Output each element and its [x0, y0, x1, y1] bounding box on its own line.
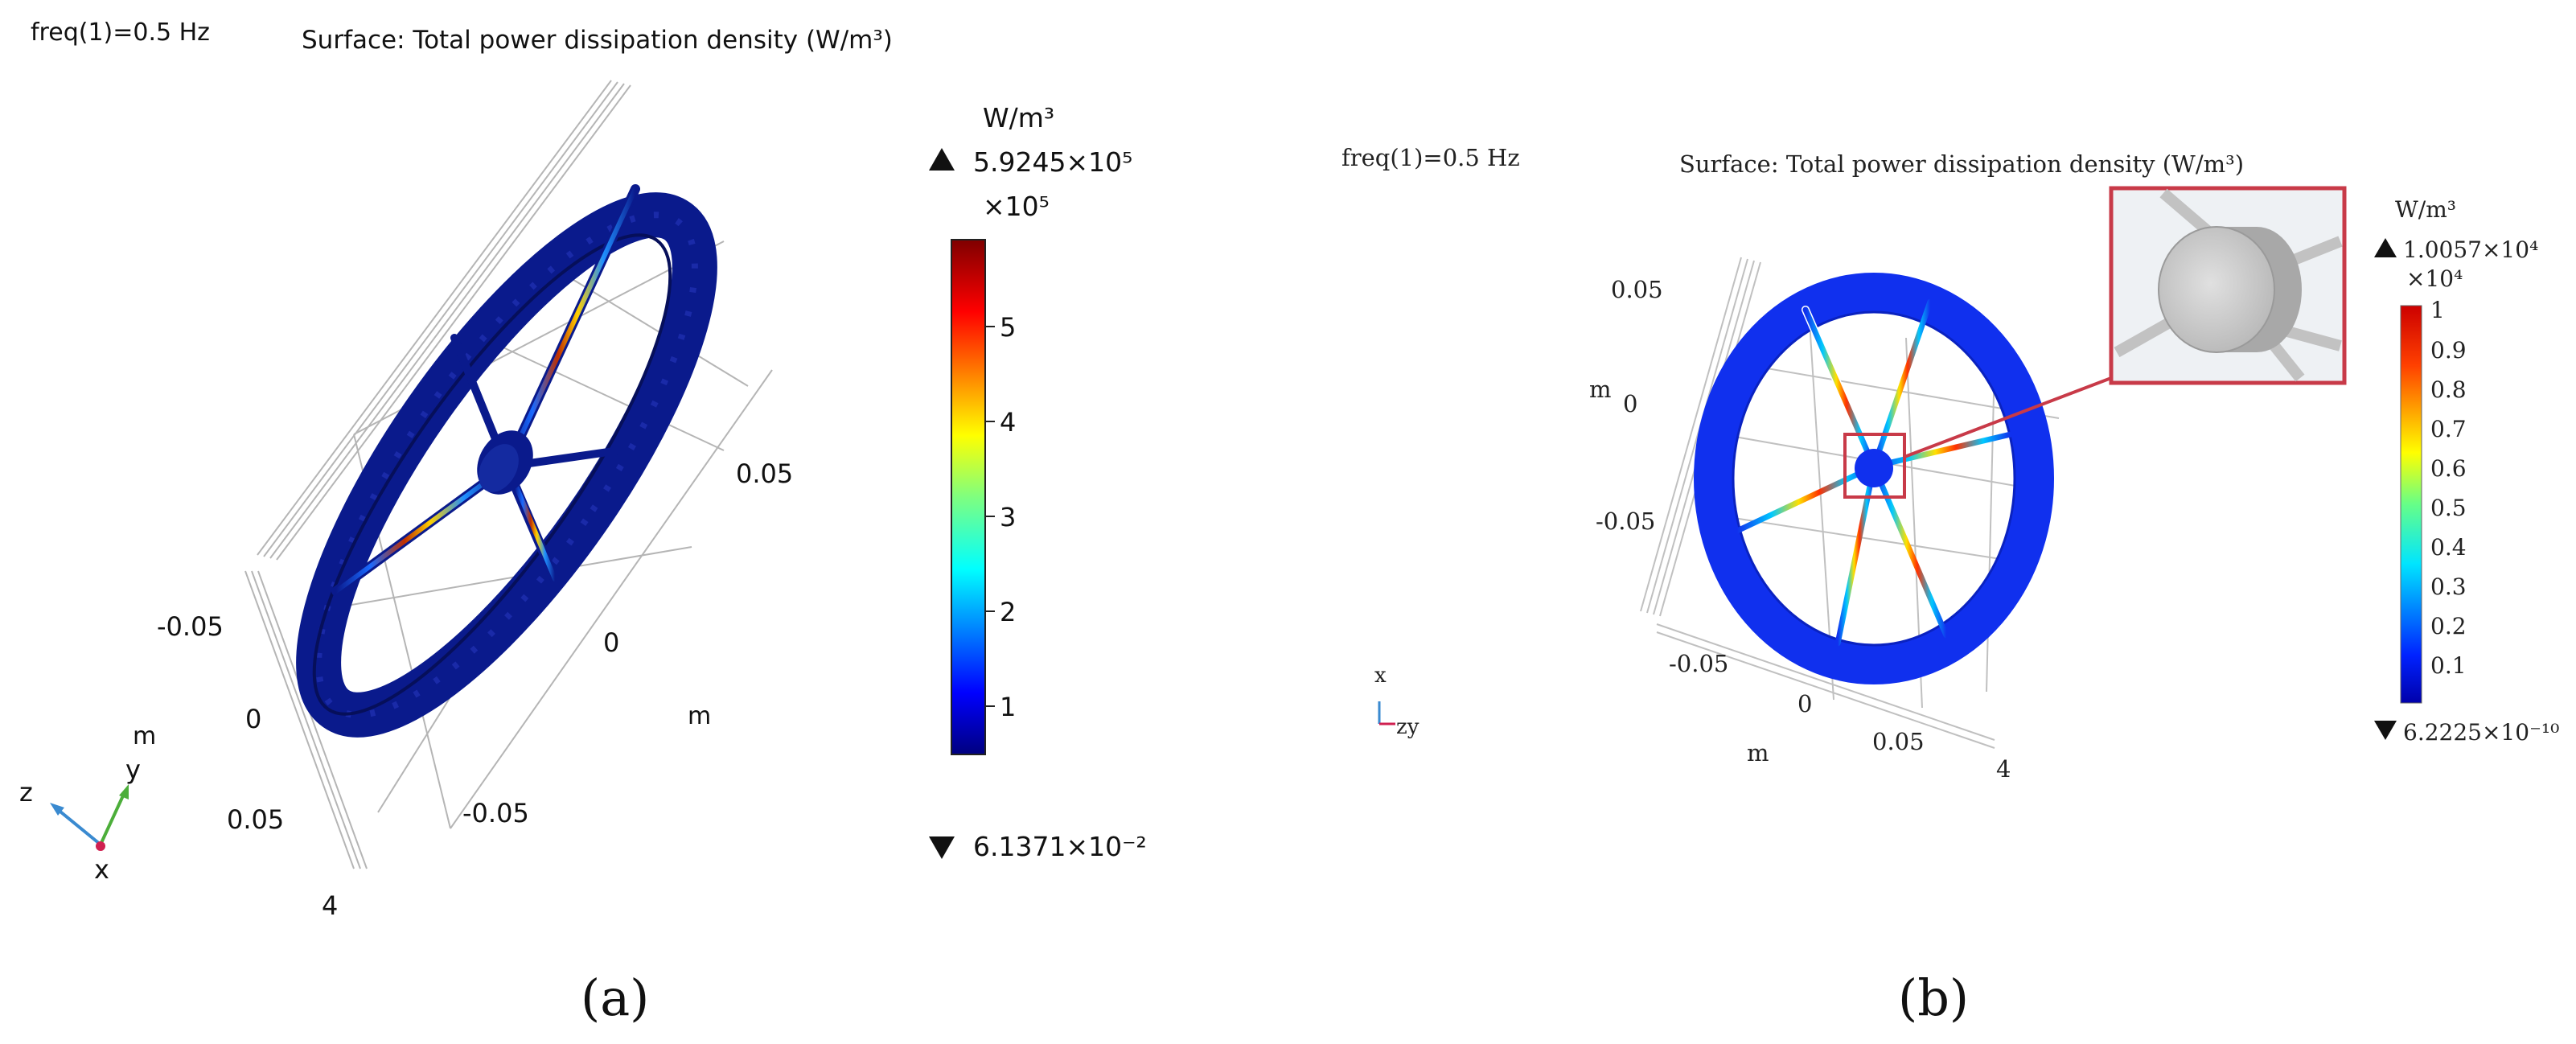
- min-value-a: 6.1371×10⁻²: [973, 831, 1147, 862]
- axis-label-a-6: 0.05: [227, 804, 284, 835]
- max-triangle-b: [2374, 238, 2397, 257]
- cb-tick-b-06: 0.6: [2430, 455, 2467, 482]
- axis-label-b-7: 4: [1996, 755, 2011, 783]
- cb-tick-b-03: 0.3: [2430, 573, 2467, 600]
- max-triangle-a: [929, 148, 955, 171]
- cb-tick-b-04: 0.4: [2430, 534, 2467, 561]
- axis-label-b-1: 0.05: [1611, 276, 1663, 303]
- cb-tick-b-1: 1: [2430, 297, 2445, 323]
- axis-label-a-2: -0.05: [157, 611, 224, 642]
- axis-label-b-3: -0.05: [1596, 508, 1655, 535]
- max-value-a: 5.9245×10⁵: [973, 146, 1132, 178]
- panel-b: freq(1)=0.5 Hz Surface: Total power diss…: [1341, 144, 2559, 1027]
- axis-label-a-7: 4: [322, 890, 338, 921]
- wheel-ring-a: [296, 192, 717, 738]
- surface-title-b: Surface: Total power dissipation density…: [1679, 150, 2244, 178]
- axis-label-b-6: 0.05: [1872, 728, 1925, 755]
- triad-z-a: z: [19, 777, 33, 808]
- freq-label-b: freq(1)=0.5 Hz: [1341, 144, 1520, 171]
- hub-b: [1855, 449, 1893, 487]
- min-triangle-b: [2374, 721, 2397, 740]
- multiplier-a: ×10⁵: [983, 191, 1050, 222]
- axis-label-b-4: -0.05: [1669, 650, 1728, 677]
- wheel-ring-b: [1694, 273, 2054, 684]
- unit-label-b-1: m: [1589, 376, 1612, 403]
- unit-a: W/m³: [983, 102, 1054, 134]
- triad-zy-b: zy: [1396, 715, 1419, 739]
- grid-lines-a: [244, 80, 773, 869]
- hub-highlight-box: [1843, 433, 1906, 499]
- hub-a: [477, 430, 533, 495]
- triad-y-a: y: [125, 754, 141, 785]
- axis-label-b-5: 0: [1797, 690, 1812, 717]
- colorbar-gradient-b: [2400, 305, 2422, 704]
- freq-label-a: freq(1)=0.5 Hz: [31, 18, 210, 47]
- min-value-b: 6.2225×10⁻¹⁰: [2403, 719, 2559, 746]
- axis-label-a-3: 0: [603, 627, 619, 658]
- triad-x-b: x: [1374, 664, 1387, 688]
- cb-tick-a-4: 4: [1000, 407, 1016, 438]
- colorbar-a: W/m³ 5.9245×10⁵ ×10⁵ 5 4 3 2 1 6.1371×10…: [929, 102, 1147, 862]
- max-value-b: 1.0057×10⁴: [2403, 236, 2538, 263]
- axis-triad-a: z y x: [19, 754, 141, 885]
- cb-tick-a-1: 1: [1000, 692, 1016, 722]
- axis-triad-b: x zy: [1374, 664, 1419, 739]
- axis-label-a-4: -0.05: [462, 798, 529, 828]
- unit-label-b-2: m: [1747, 739, 1769, 767]
- axis-label-a-1: 0.05: [736, 458, 793, 489]
- triad-x-a: x: [94, 854, 109, 885]
- inset-connector: [1904, 376, 2112, 458]
- unit-label-a-1: m: [688, 702, 711, 730]
- cb-tick-b-08: 0.8: [2430, 376, 2467, 403]
- cb-tick-a-2: 2: [1000, 597, 1016, 627]
- surface-title-a: Surface: Total power dissipation density…: [302, 26, 893, 55]
- cb-tick-b-09: 0.9: [2430, 337, 2467, 364]
- multiplier-b: ×10⁴: [2406, 265, 2463, 292]
- cb-tick-b-02: 0.2: [2430, 613, 2467, 639]
- colorbar-gradient-a: [951, 239, 986, 755]
- panel-a: freq(1)=0.5 Hz Surface: Total power diss…: [19, 18, 1147, 1027]
- caption-b: (b): [1898, 968, 1969, 1027]
- cb-tick-a-3: 3: [1000, 502, 1016, 532]
- zoom-inset: [2109, 186, 2347, 385]
- caption-a: (a): [581, 968, 649, 1027]
- cb-tick-b-07: 0.7: [2430, 416, 2467, 442]
- unit-b: W/m³: [2395, 196, 2456, 223]
- cb-tick-b-01: 0.1: [2430, 652, 2467, 679]
- cb-tick-a-5: 5: [1000, 312, 1016, 343]
- unit-label-a-2: m: [133, 722, 156, 750]
- min-triangle-a: [929, 836, 955, 859]
- axis-label-a-5: 0: [245, 704, 261, 734]
- axis-label-b-2: 0: [1623, 390, 1637, 417]
- colorbar-b: W/m³ 1.0057×10⁴ ×10⁴ 1 0.9 0.8 0.7 0.6 0…: [2374, 196, 2559, 746]
- cb-tick-b-05: 0.5: [2430, 495, 2467, 521]
